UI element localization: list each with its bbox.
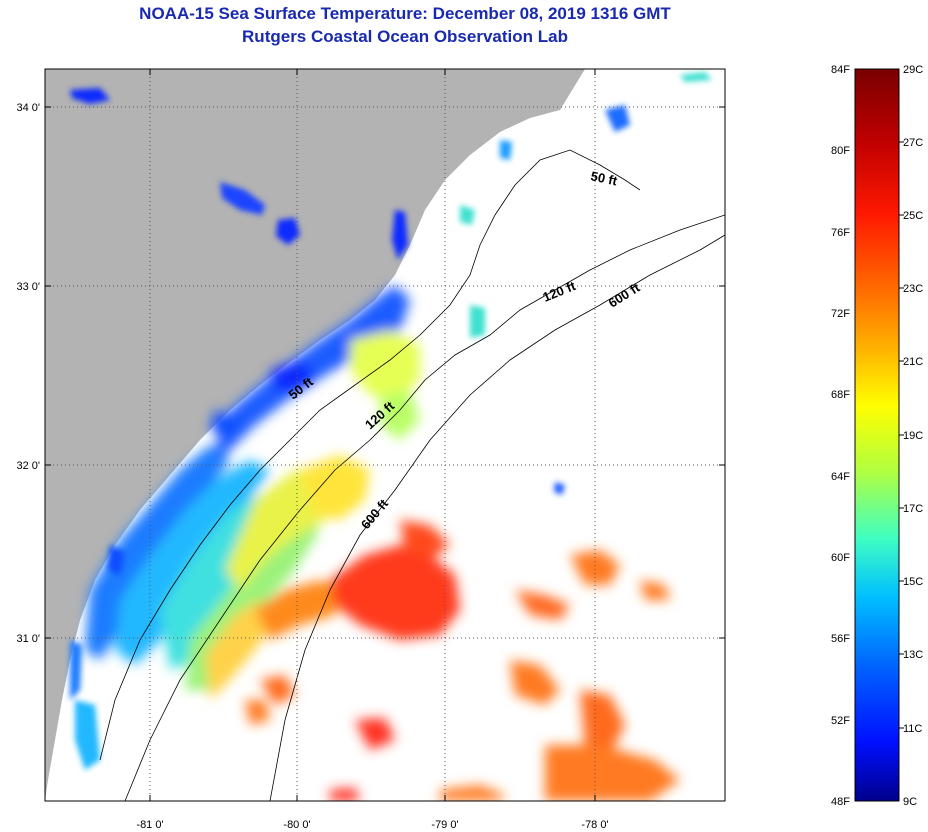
contour-600ft xyxy=(269,234,725,801)
lon-label-79: -79 0' xyxy=(431,819,458,831)
cb-f-60: 60F xyxy=(831,552,850,564)
cb-c-21: 21C xyxy=(903,356,923,368)
cb-c-13: 13C xyxy=(903,649,923,661)
axis-ticks xyxy=(45,69,725,801)
chart-title: NOAA-15 Sea Surface Temperature: Decembe… xyxy=(139,4,671,23)
bathymetry-contours xyxy=(99,149,725,801)
cb-c-11: 11C xyxy=(903,723,922,735)
cb-f-64: 64F xyxy=(831,471,850,483)
contour-label-50ft-north: 50 ft xyxy=(589,168,619,188)
colorbar-celsius-labels: 29C 27C 25C 23C 21C 19C 17C 15C 13C 11C … xyxy=(903,64,923,808)
land-mass xyxy=(45,69,585,801)
cb-c-25: 25C xyxy=(903,210,923,222)
colorbar-fahrenheit-labels: 84F 80F 76F 72F 68F 64F 60F 56F 52F 48F xyxy=(831,64,850,808)
cb-f-76: 76F xyxy=(831,227,850,239)
lat-label-31: 31 0' xyxy=(16,633,40,645)
cb-c-27: 27C xyxy=(903,137,923,149)
sst-field xyxy=(85,285,680,801)
cb-c-29: 29C xyxy=(903,64,923,76)
cb-c-9: 9C xyxy=(903,796,917,808)
colorbar-ticks xyxy=(899,141,904,729)
cb-f-80: 80F xyxy=(831,145,850,157)
colorbar xyxy=(854,68,900,802)
lat-label-33: 33 0' xyxy=(16,281,40,293)
contour-120ft xyxy=(124,214,725,801)
chart-subtitle: Rutgers Coastal Ocean Observation Lab xyxy=(242,27,568,46)
inland-water xyxy=(70,72,712,770)
cb-f-84: 84F xyxy=(831,64,850,76)
cb-f-68: 68F xyxy=(831,389,850,401)
cb-c-17: 17C xyxy=(903,503,923,515)
lon-label-78: -78 0' xyxy=(581,819,608,831)
map-frame xyxy=(44,68,726,802)
lon-label-80: -80 0' xyxy=(283,819,310,831)
cb-c-23: 23C xyxy=(903,283,923,295)
cb-f-72: 72F xyxy=(831,308,850,320)
lat-label-32: 32 0' xyxy=(16,460,40,472)
cb-f-56: 56F xyxy=(831,633,850,645)
grid-lines xyxy=(45,69,725,801)
cb-f-52: 52F xyxy=(831,715,850,727)
lat-label-34: 34 0' xyxy=(16,102,40,114)
cb-c-15: 15C xyxy=(903,576,923,588)
cb-f-48: 48F xyxy=(831,796,850,808)
cb-c-19: 19C xyxy=(903,430,923,442)
contour-50ft xyxy=(99,149,641,761)
lon-label-81: -81 0' xyxy=(136,819,163,831)
